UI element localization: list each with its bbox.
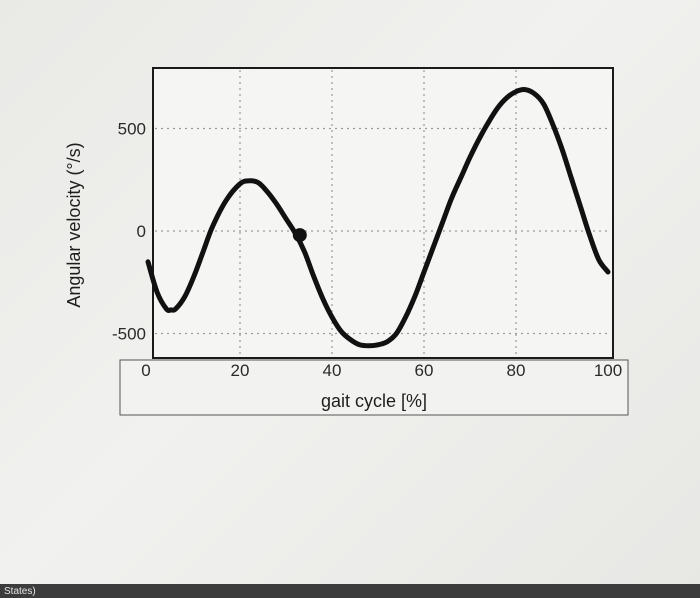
y-tick-label: -500 (112, 325, 146, 344)
taskbar-text: States) (4, 586, 36, 597)
taskbar (0, 584, 700, 598)
x-tick-label: 40 (323, 361, 342, 380)
y-axis-title: Angular velocity (°/s) (64, 142, 84, 307)
x-tick-label: 0 (141, 361, 150, 380)
x-tick-label: 80 (507, 361, 526, 380)
grid (155, 70, 611, 356)
x-axis-title: gait cycle [%] (321, 391, 427, 411)
plot-area (152, 67, 614, 359)
marker-point (292, 228, 307, 243)
x-tick-label: 100 (594, 361, 622, 380)
y-tick-label: 500 (118, 120, 146, 139)
series-line (145, 87, 611, 349)
y-tick-label: 0 (137, 222, 146, 241)
x-axis-label-box (119, 359, 629, 416)
x-tick-labels: 0 20 40 60 80 100 (141, 361, 622, 380)
x-tick-label: 60 (415, 361, 434, 380)
x-tick-label: 20 (231, 361, 250, 380)
y-tick-labels: -500 0 500 (112, 120, 146, 344)
